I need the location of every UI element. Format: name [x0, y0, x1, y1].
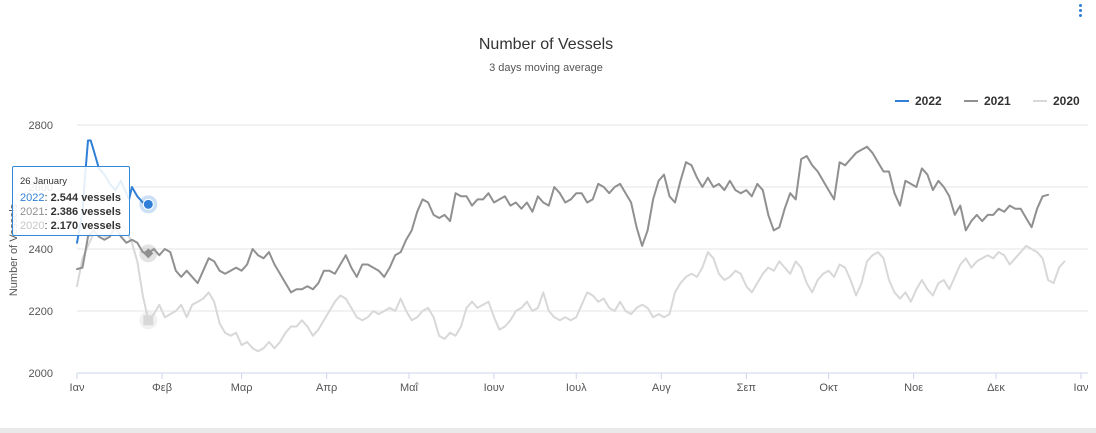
legend[interactable]: 2022 2021 2020 [895, 94, 1080, 108]
y-tick-label: 2800 [29, 120, 53, 132]
x-tick-label: Απρ [316, 382, 337, 394]
axes: 20002200240026002800ΙανΦεβΜαρΑπρΜαΐΙουνΙ… [29, 120, 1089, 394]
x-tick-label: Ιουν [484, 382, 505, 394]
hover-point-2021 [143, 248, 154, 259]
x-tick-label: Αυγ [652, 382, 671, 394]
series-line-2020[interactable] [76, 220, 1066, 353]
series-line-2021[interactable] [76, 145, 1050, 294]
bottom-divider [0, 428, 1096, 433]
tooltip: 26 January 2022: 2.544 vessels 2021: 2.3… [12, 166, 130, 236]
series-lines[interactable] [76, 139, 1066, 353]
menu-dot-icon [1078, 9, 1082, 12]
x-tick-label: Μαΐ [400, 382, 419, 394]
x-tick-label: Δεκ [987, 382, 1005, 394]
x-tick-label: Ιουλ [566, 382, 587, 394]
chart-title: Number of Vessels [479, 36, 613, 53]
y-tick-label: 2000 [29, 368, 53, 380]
tooltip-row-2021: 2021: 2.386 vessels [20, 206, 121, 218]
chart-subtitle: 3 days moving average [489, 62, 603, 74]
hover-point-2022 [142, 198, 154, 210]
tooltip-row-2022: 2022: 2.544 vessels [20, 192, 121, 204]
x-tick-label: Οκτ [819, 382, 838, 394]
menu-dot-icon [1078, 4, 1082, 7]
y-tick-label: 2400 [29, 244, 53, 256]
chart-menu-button[interactable] [1074, 2, 1086, 20]
x-tick-label: Ιαν [70, 382, 85, 394]
tooltip-date: 26 January [20, 176, 68, 187]
tooltip-row-2020: 2020: 2.170 vessels [20, 220, 121, 232]
x-tick-label: Φεβ [152, 382, 172, 394]
legend-label-2020[interactable]: 2020 [1053, 94, 1080, 108]
x-tick-label: Ιαν [1074, 382, 1089, 394]
legend-label-2021[interactable]: 2021 [984, 94, 1011, 108]
y-tick-label: 2200 [29, 306, 53, 318]
hover-markers [139, 195, 158, 330]
x-tick-label: Νοε [904, 382, 923, 394]
legend-label-2022[interactable]: 2022 [915, 94, 942, 108]
x-tick-label: Σεπ [737, 382, 757, 394]
x-tick-label: Μαρ [231, 382, 253, 394]
menu-dot-icon [1078, 14, 1082, 17]
hover-point-2020 [143, 315, 154, 326]
